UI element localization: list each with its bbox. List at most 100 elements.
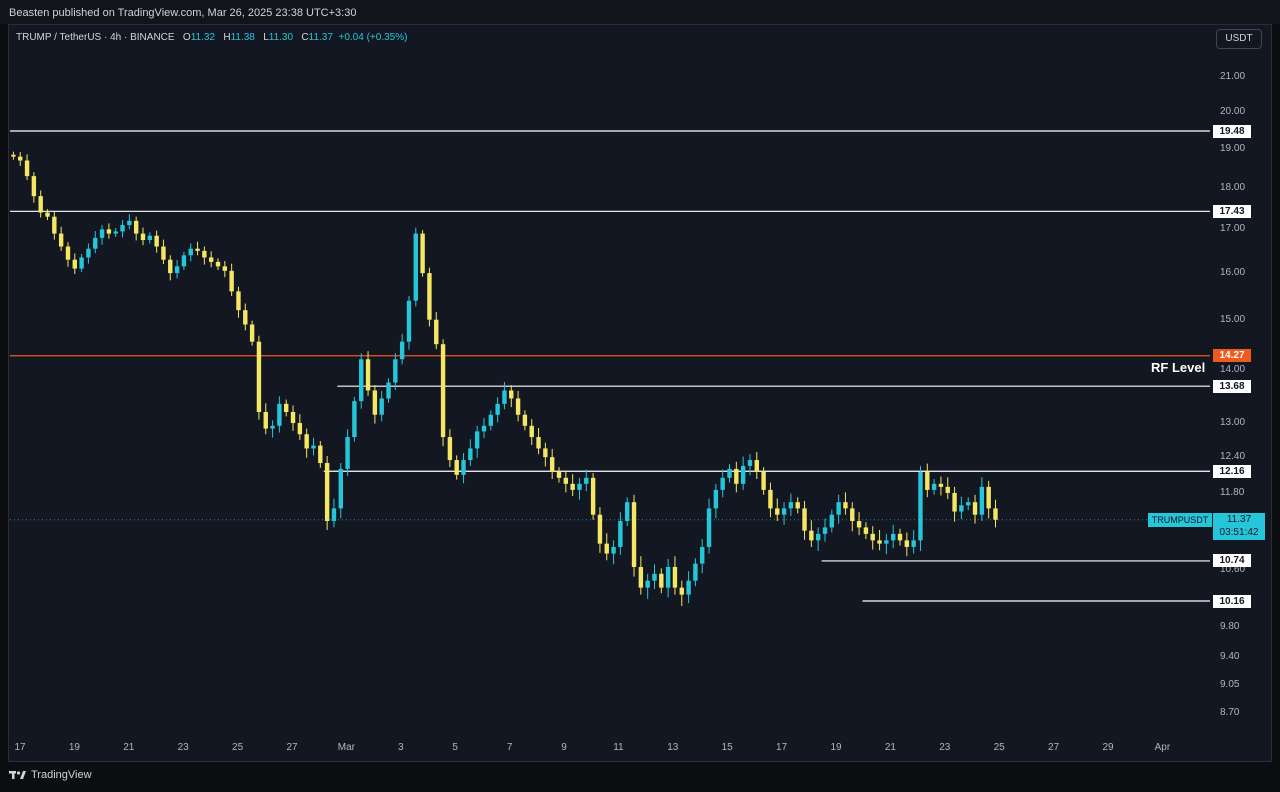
candle-body bbox=[24, 160, 30, 177]
candle-body bbox=[754, 460, 759, 472]
candle-body bbox=[795, 502, 800, 509]
candle-body bbox=[365, 359, 371, 391]
candle-body bbox=[850, 508, 855, 522]
date-tick-label: 21 bbox=[884, 742, 896, 753]
candle-body bbox=[352, 401, 357, 438]
candle-body bbox=[768, 489, 773, 509]
candle-body bbox=[877, 540, 882, 544]
candle-body bbox=[686, 580, 691, 595]
candle-body bbox=[324, 462, 330, 522]
published-text: Beasten published on TradingView.com, Ma… bbox=[9, 7, 357, 19]
pair-label: TRUMP / TetherUS · 4h · BINANCE bbox=[16, 32, 175, 43]
candle-body bbox=[277, 403, 282, 426]
price-tick-label: 13.00 bbox=[1220, 417, 1246, 429]
candle-body bbox=[529, 425, 534, 438]
candle-body bbox=[604, 543, 609, 554]
date-tick-label: 23 bbox=[939, 742, 951, 753]
price-tick-label: 18.00 bbox=[1220, 182, 1246, 194]
candle-body bbox=[454, 460, 459, 475]
candle-body bbox=[590, 477, 596, 515]
candle-body bbox=[631, 502, 637, 567]
candle-body bbox=[665, 566, 671, 588]
price-tick-label: 16.00 bbox=[1220, 267, 1246, 279]
currency-button[interactable]: USDT bbox=[1216, 29, 1262, 49]
price-tick-label: 8.70 bbox=[1220, 707, 1240, 718]
candle-body bbox=[611, 546, 616, 554]
candle-body bbox=[120, 225, 125, 232]
date-tick-label: 17 bbox=[776, 742, 788, 753]
candle-body bbox=[386, 382, 391, 399]
candle-body bbox=[243, 310, 248, 325]
price-tick-label: 9.80 bbox=[1220, 621, 1240, 633]
close-key: C bbox=[301, 32, 309, 43]
candle-body bbox=[284, 403, 289, 412]
low-key: L bbox=[263, 32, 269, 43]
date-tick-label: Mar bbox=[337, 742, 356, 753]
candle-body bbox=[461, 460, 466, 475]
candle-body bbox=[734, 468, 739, 484]
candle-body bbox=[856, 521, 862, 528]
candle-body bbox=[638, 566, 644, 588]
date-tick-label: 27 bbox=[1048, 742, 1060, 753]
level-price-tag: 19.48 bbox=[1213, 124, 1251, 138]
date-tick-label: 5 bbox=[452, 742, 458, 753]
change-value: +0.04 (+0.35%) bbox=[338, 32, 408, 43]
current-price: 11.37 bbox=[1226, 514, 1252, 525]
date-tick-label: 27 bbox=[286, 742, 298, 753]
candle-body bbox=[106, 229, 112, 234]
candle-body bbox=[11, 154, 16, 157]
candle-body bbox=[406, 300, 412, 342]
candle-body bbox=[993, 508, 998, 520]
high-key: H bbox=[223, 32, 231, 43]
date-tick-label: 15 bbox=[721, 742, 733, 753]
candle-body bbox=[236, 291, 241, 311]
date-tick-label: 7 bbox=[506, 742, 513, 753]
candle-body bbox=[788, 502, 794, 509]
candle-body bbox=[52, 216, 57, 234]
open-value: 11.32 bbox=[190, 32, 215, 43]
candle-body bbox=[584, 477, 589, 484]
candle-body bbox=[488, 414, 494, 426]
candle-body bbox=[38, 196, 43, 213]
candle-body bbox=[727, 468, 732, 478]
candle-body bbox=[58, 233, 64, 247]
level-price-tag: 10.74 bbox=[1213, 554, 1251, 568]
candle-body bbox=[652, 573, 657, 581]
chart-pane[interactable] bbox=[8, 24, 1272, 762]
candle-body bbox=[536, 437, 541, 449]
candle-body bbox=[161, 246, 166, 260]
candle-body bbox=[515, 398, 521, 415]
candle-body bbox=[413, 233, 418, 301]
candle-body bbox=[713, 489, 719, 509]
candle-body bbox=[154, 235, 159, 247]
candle-body bbox=[829, 514, 835, 528]
candle-body bbox=[379, 398, 384, 415]
candle-body bbox=[659, 573, 664, 588]
candle-body bbox=[775, 508, 780, 515]
price-tick-label: 15.00 bbox=[1220, 313, 1246, 325]
candle-body bbox=[700, 546, 705, 564]
candle-body bbox=[679, 587, 684, 595]
candle-body bbox=[822, 527, 828, 534]
candle-body bbox=[809, 530, 814, 541]
candle-body bbox=[263, 411, 268, 429]
candle-body bbox=[781, 508, 787, 515]
candle-body bbox=[474, 431, 480, 449]
candle-body bbox=[222, 266, 228, 271]
high-value: 11.38 bbox=[230, 32, 255, 43]
candle-body bbox=[972, 502, 978, 515]
candle-body bbox=[318, 445, 323, 463]
candle-body bbox=[979, 486, 985, 515]
current-price-tag: 11.37 03:51:42 bbox=[1213, 513, 1265, 540]
candle-body bbox=[215, 261, 221, 267]
candle-body bbox=[959, 505, 964, 512]
date-tick-label: 9 bbox=[561, 742, 567, 753]
footer-brand[interactable]: TradingView bbox=[9, 769, 92, 781]
candle-body bbox=[359, 359, 364, 402]
candle-body bbox=[168, 259, 173, 274]
symbol-legend[interactable]: TRUMP / TetherUS · 4h · BINANCE O11.32 H… bbox=[16, 32, 407, 43]
price-tick-label: 12.40 bbox=[1220, 451, 1246, 463]
price-tick-label: 20.00 bbox=[1220, 105, 1246, 117]
price-tick-label: 10.60 bbox=[1220, 564, 1246, 576]
